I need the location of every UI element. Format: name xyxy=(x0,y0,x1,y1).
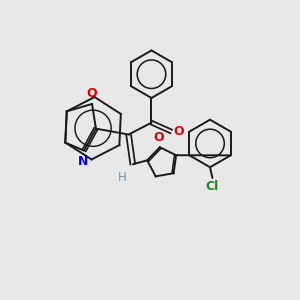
Text: H: H xyxy=(118,171,127,184)
Text: O: O xyxy=(173,125,184,138)
Text: Cl: Cl xyxy=(206,180,219,193)
Text: O: O xyxy=(153,131,164,144)
Text: N: N xyxy=(78,155,88,168)
Text: O: O xyxy=(87,87,98,101)
